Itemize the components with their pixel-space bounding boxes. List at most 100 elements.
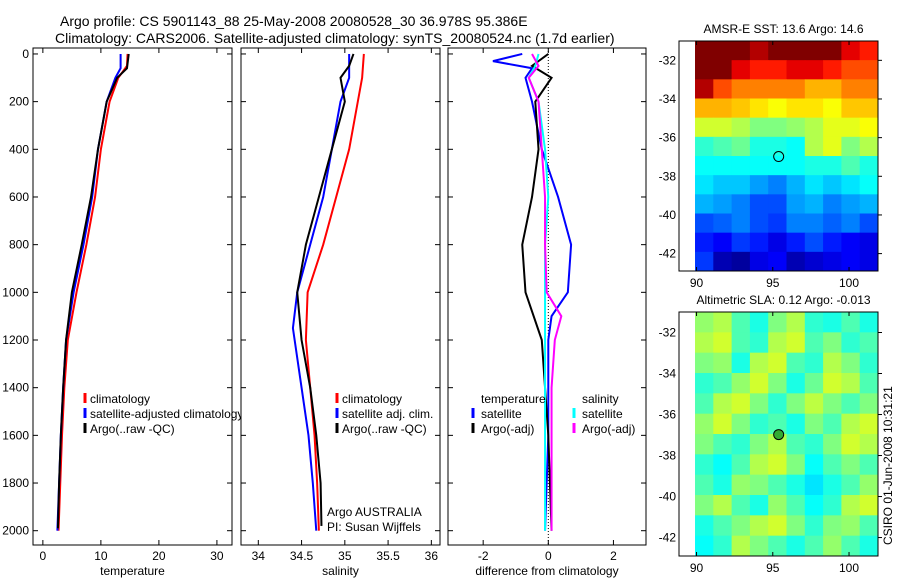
map-cell: [841, 213, 861, 234]
y-tick-label: -38: [659, 449, 677, 463]
y-tick-label: -34: [659, 367, 677, 381]
map-cell: [713, 194, 733, 214]
map-cell: [841, 332, 861, 354]
map-cell: [749, 535, 769, 557]
map-cell: [841, 393, 861, 415]
series-line-climatology: [304, 53, 365, 531]
map-cell: [804, 495, 824, 516]
map-cell: [823, 332, 842, 354]
map-cell: [823, 495, 842, 516]
panel-temperature: 0 10 20 30 0 200 400 600 800 1000 1200 1400 1600 1800…: [2, 47, 243, 578]
y-tick-label: 1200: [2, 333, 29, 347]
legend-label: satellite: [582, 407, 623, 421]
map-title: Altimetric SLA: 0.12 Argo: -0.013: [696, 293, 870, 307]
legend-label: climatology: [90, 392, 150, 406]
map-cell: [859, 495, 879, 516]
map-cell: [713, 251, 733, 272]
map-cell: [859, 232, 879, 253]
map-cell: [786, 454, 806, 476]
y-tick-label: -32: [659, 53, 677, 67]
map-cell: [695, 213, 714, 234]
map-cell: [768, 156, 788, 176]
argo-note-line1: Argo AUSTRALIA: [327, 505, 422, 519]
legend-label: Argo(..raw -QC): [342, 422, 427, 436]
map-cell: [749, 98, 769, 119]
map-cell: [731, 373, 751, 394]
map-cell: [695, 352, 714, 374]
map-cell: [695, 454, 714, 476]
map-cell: [841, 98, 861, 119]
map-cell: [731, 495, 751, 516]
legend-label: satellite: [481, 407, 522, 421]
map-cell: [841, 454, 861, 476]
map-cell: [804, 60, 824, 80]
map-cell: [695, 60, 714, 80]
y-tick-label: -36: [659, 408, 677, 422]
map-cell: [768, 332, 788, 354]
map-cell: [823, 213, 842, 234]
map-cell: [859, 60, 879, 80]
map-cell: [859, 194, 879, 214]
map-cell: [695, 373, 714, 394]
map-cell: [768, 352, 788, 374]
x-tick-label: 100: [839, 276, 859, 290]
x-axis-label: salinity: [322, 564, 359, 578]
map-cell: [749, 251, 769, 272]
y-tick-label: 1400: [2, 381, 29, 395]
map-cell: [713, 515, 733, 537]
y-tick-label: 400: [9, 142, 29, 156]
map-cell: [731, 213, 751, 234]
map-cell: [731, 515, 751, 537]
y-tick-label: 1000: [2, 285, 29, 299]
map-cell: [786, 136, 806, 157]
map-cell: [859, 373, 879, 394]
map-cell: [786, 213, 806, 234]
map-cell: [695, 232, 714, 253]
map-cell: [859, 156, 879, 176]
map-cell: [713, 332, 733, 354]
map-cell: [749, 175, 769, 195]
map-cell: [713, 79, 733, 99]
map-cell: [786, 41, 806, 61]
map-cell: [695, 474, 714, 496]
y-tick-label: 800: [9, 238, 29, 252]
map-cell: [859, 213, 879, 234]
map-cell: [823, 474, 842, 496]
map-cell: [841, 373, 861, 394]
map-cell: [768, 136, 788, 157]
map-cell: [841, 117, 861, 138]
map-cell: [859, 79, 879, 99]
map-cell: [768, 434, 788, 455]
map-cell: [749, 41, 769, 61]
plot-frame: [32, 47, 233, 546]
y-tick-label: -40: [659, 208, 677, 222]
map-cell: [841, 232, 861, 253]
x-tick-label: 90: [690, 561, 704, 575]
map-cell: [804, 79, 824, 99]
map-cell: [749, 352, 769, 374]
figure-title-line1: Argo profile: CS 5901143_88 25-May-2008 …: [60, 13, 528, 29]
x-tick-label: 35: [338, 549, 352, 563]
map-cell: [749, 495, 769, 516]
map-cell: [841, 535, 861, 557]
map-cell: [786, 251, 806, 272]
map-cell: [786, 515, 806, 537]
map-cell: [823, 232, 842, 253]
map-cell: [749, 156, 769, 176]
map-cell: [695, 332, 714, 354]
map-cell: [841, 41, 861, 61]
map-cell: [695, 175, 714, 195]
x-tick-label: 100: [839, 561, 859, 575]
map-cell: [859, 98, 879, 119]
map-cell: [749, 515, 769, 537]
map-title: AMSR-E SST: 13.6 Argo: 14.6: [703, 22, 863, 36]
map-cell: [804, 393, 824, 415]
map-cell: [823, 194, 842, 214]
y-tick-label: -32: [659, 326, 677, 340]
map-cell: [804, 332, 824, 354]
map-cell: [749, 117, 769, 138]
map-cell: [731, 413, 751, 435]
map-cell: [804, 474, 824, 496]
map-cell: [841, 251, 861, 272]
series-line-salinity-argo-adj-: [527, 53, 563, 531]
